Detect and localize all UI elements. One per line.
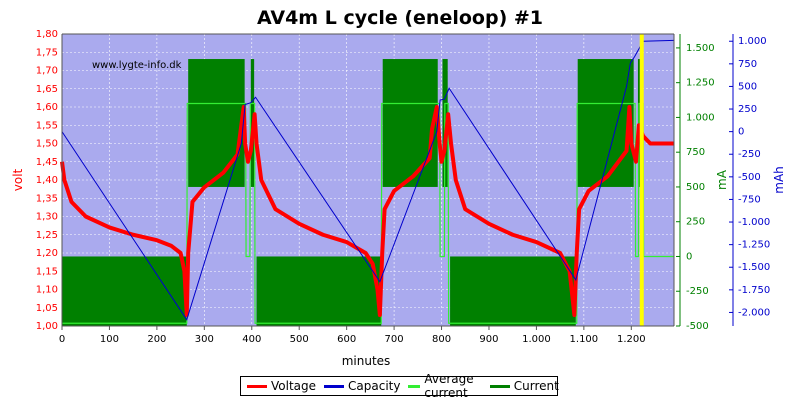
ma-axis-label: mA [715,169,729,190]
x-tick-label: 600 [337,334,356,345]
time-marker [639,34,644,326]
volt-tick-label: 1,60 [36,102,58,113]
ma-tick-label: 1.500 [686,43,715,54]
mah-axis-label: mAh [772,166,786,194]
legend-label: Voltage [271,379,317,393]
ma-tick-label: 0 [686,251,692,262]
mah-tick-label: -1.250 [738,240,770,251]
ma-tick-label: -500 [686,321,709,332]
axes: 0 100 200 300 400 500 600 700 800 900 1.000 1.100 1.… [36,29,771,345]
legend-label: Current [513,379,559,393]
x-tick-label: 300 [195,334,214,345]
mah-tick-label: -1.500 [738,262,770,273]
ma-tick-label: -250 [686,286,709,297]
volt-tick-label: 1,20 [36,248,58,259]
ma-tick-label: 750 [686,147,705,158]
volt-tick-label: 1,45 [36,157,58,168]
mah-tick-label: -250 [738,149,761,160]
volt-tick-label: 1,55 [36,120,58,131]
volt-tick-label: 1,40 [36,175,58,186]
ma-tick-label: 1.000 [686,112,715,123]
x-tick-label: 900 [479,334,498,345]
x-tick-label: 1.000 [522,334,551,345]
x-tick-label: 1.100 [570,334,599,345]
ma-tick-label: 500 [686,182,705,193]
average-current-line [62,102,674,324]
mah-tick-label: -750 [738,194,761,205]
volt-tick-label: 1,50 [36,139,58,150]
legend-label: Capacity [348,379,401,393]
mah-tick-label: -2.000 [738,307,770,318]
x-tick-label: 800 [432,334,451,345]
x-tick-label: 0 [59,334,65,345]
volt-tick-label: 1,65 [36,84,58,95]
volt-tick-label: 1,25 [36,230,58,241]
mah-tick-label: 0 [738,127,744,138]
mah-tick-label: -1.750 [738,285,770,296]
volt-tick-label: 1,75 [36,47,58,58]
mah-tick-label: -500 [738,172,761,183]
legend-item-voltage: Voltage [247,379,316,393]
legend-item-current: Current [489,379,559,393]
x-tick-label: 700 [385,334,404,345]
current-block [450,256,576,326]
current-block [382,59,438,187]
capacity-swatch-icon [324,384,345,388]
current-block [62,256,187,326]
x-tick-label: 100 [100,334,119,345]
x-tick-label: 500 [290,334,309,345]
watermark: www.lygte-info.dk [92,60,182,71]
legend-label: Average current [424,372,474,400]
volt-axis-label: volt [11,168,25,191]
volt-tick-label: 1,00 [36,321,58,332]
ma-tick-label: 250 [686,217,705,228]
mah-tick-label: 500 [738,81,757,92]
mah-tick-label: 250 [738,104,757,115]
current-swatch-icon [489,384,510,388]
average-current-swatch-icon [408,384,421,388]
x-tick-label: 1.200 [617,334,646,345]
capacity-line [61,39,675,321]
capacity-series [61,39,675,321]
voltage-line [60,105,674,318]
current-block [188,59,245,187]
legend-item-capacity: Capacity [324,379,400,393]
average-current-series [62,102,674,324]
current-series [62,59,641,326]
x-tick-label: 400 [242,334,261,345]
volt-tick-label: 1,70 [36,66,58,77]
volt-tick-label: 1,05 [36,303,58,314]
volt-tick-label: 1,35 [36,193,58,204]
chart-title: AV4m L cycle (eneloop) #1 [257,7,543,29]
volt-tick-label: 1,10 [36,285,58,296]
mah-tick-label: -1.000 [738,217,770,228]
volt-tick-label: 1,80 [36,29,58,40]
mah-tick-label: 1.000 [738,36,767,47]
ma-tick-label: 1.250 [686,78,715,89]
legend-item-average-current: Average current [408,372,481,400]
voltage-series [60,105,674,318]
mah-tick-label: 750 [738,59,757,70]
legend: Voltage Capacity Average current Current [240,372,559,400]
voltage-swatch-icon [247,384,267,388]
x-tick-label: 200 [147,334,166,345]
volt-tick-label: 1,15 [36,266,58,277]
volt-tick-label: 1,30 [36,212,58,223]
x-axis-label: minutes [342,354,391,368]
current-block [256,256,382,326]
